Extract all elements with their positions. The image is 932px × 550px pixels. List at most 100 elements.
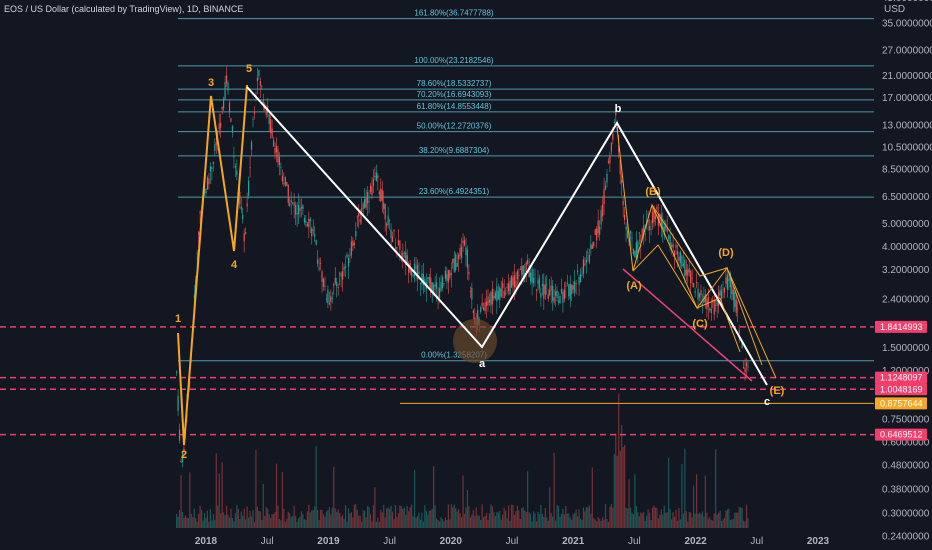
volume-bar xyxy=(691,517,693,528)
candle-body xyxy=(509,280,511,295)
fib-label: 23.60%(6.4924351) xyxy=(419,187,490,196)
volume-bar xyxy=(713,513,715,528)
volume-bar xyxy=(565,505,567,528)
y-tick-label: 0.3800000 xyxy=(882,484,930,495)
candle-body xyxy=(331,297,333,299)
volume-bar xyxy=(613,453,615,528)
volume-bar xyxy=(663,505,665,528)
candle-body xyxy=(349,255,351,257)
candle-body xyxy=(745,362,748,367)
volume-bar xyxy=(195,518,197,528)
volume-bar xyxy=(198,513,200,528)
wave-annotations[interactable] xyxy=(177,84,777,446)
candle-body xyxy=(716,296,718,306)
volume-bar xyxy=(650,520,652,528)
candle-body xyxy=(317,259,319,264)
pink-trendline[interactable] xyxy=(622,268,753,382)
candle-body xyxy=(651,212,654,224)
volume-bar xyxy=(666,512,668,528)
volume-bar xyxy=(303,519,306,528)
volume-bar xyxy=(458,509,460,528)
horizontal-levels[interactable] xyxy=(0,326,874,436)
volume-bar xyxy=(240,511,242,528)
candle-body xyxy=(600,210,602,225)
candle-body xyxy=(256,77,259,82)
candle-body xyxy=(481,302,483,307)
volume-bar xyxy=(525,511,527,528)
candle-body xyxy=(744,368,746,373)
volume-bar xyxy=(275,463,278,528)
candle-body xyxy=(554,291,557,296)
time-axis[interactable]: 2018 Jul 2019 Jul 2020 Jul 2021 Jul 2022 Jul 2023 xyxy=(195,536,830,547)
candle-body xyxy=(239,191,241,205)
candle-body xyxy=(318,267,320,270)
volume-bar xyxy=(507,505,510,528)
price-axis[interactable]: USD 45.0000000 35.0000000 27.0000000 21.000… xyxy=(882,0,932,550)
candle-body xyxy=(283,183,285,185)
volume-bar xyxy=(626,508,629,528)
volume-bar xyxy=(300,511,303,528)
candle-body xyxy=(447,270,449,283)
candle-body xyxy=(436,282,438,289)
volume-bar xyxy=(328,507,330,528)
impulse-wave-line[interactable] xyxy=(177,84,248,446)
candle-body xyxy=(236,170,238,176)
volume-bar xyxy=(499,511,501,528)
candle-body xyxy=(209,166,212,172)
volume-bar xyxy=(631,512,633,528)
volume-bar xyxy=(625,507,627,528)
volume-bar xyxy=(682,513,684,528)
volume-bar xyxy=(283,508,285,528)
triangle-upper-line[interactable] xyxy=(651,204,777,379)
volume-bar xyxy=(438,521,441,528)
candle-body xyxy=(607,161,610,163)
volume-bar xyxy=(237,508,239,528)
candle-body xyxy=(343,266,345,271)
y-tick-label: 45.0000000 xyxy=(882,0,932,4)
volume-bar xyxy=(566,513,568,528)
price-tag xyxy=(875,383,927,396)
candle-body xyxy=(258,69,260,77)
candle-body xyxy=(546,284,548,286)
volume-bar xyxy=(384,517,386,528)
candle-body xyxy=(362,203,364,210)
volume-bar xyxy=(490,504,492,528)
volume-bar xyxy=(556,505,558,528)
candle-body xyxy=(541,284,543,287)
candle-body xyxy=(312,229,314,231)
volume-bar xyxy=(186,517,188,528)
x-tick-label: Jul xyxy=(261,536,274,547)
triangle-wave-line[interactable] xyxy=(616,126,763,366)
volume-bar xyxy=(532,511,535,528)
volume-bar xyxy=(662,514,664,528)
candle-body xyxy=(333,283,335,286)
volume-bar xyxy=(579,518,582,528)
candle-body xyxy=(228,102,231,112)
wave-label: (C) xyxy=(692,318,708,330)
candle-body xyxy=(591,245,593,249)
candle-body xyxy=(452,258,454,263)
triangle-lower-line[interactable] xyxy=(632,244,741,353)
candle-body xyxy=(499,287,501,300)
volume-bar xyxy=(377,517,379,528)
abc-correction-line[interactable] xyxy=(246,86,768,386)
volume-bar xyxy=(178,509,181,528)
volume-bar xyxy=(413,469,416,528)
candle-body xyxy=(581,274,583,276)
volume-bar xyxy=(587,507,589,528)
candle-body xyxy=(330,296,332,303)
candle-body xyxy=(311,228,313,237)
candle-body xyxy=(673,251,676,258)
candle-body xyxy=(281,175,283,182)
candle-body xyxy=(582,259,585,275)
volume-bar xyxy=(584,511,586,528)
volume-bar xyxy=(381,512,383,528)
volume-bar xyxy=(317,510,319,528)
candle-body xyxy=(510,275,513,288)
candle-body xyxy=(712,299,714,301)
candle-body xyxy=(411,269,413,276)
volume-bar xyxy=(441,519,444,528)
candle-body xyxy=(634,250,636,258)
